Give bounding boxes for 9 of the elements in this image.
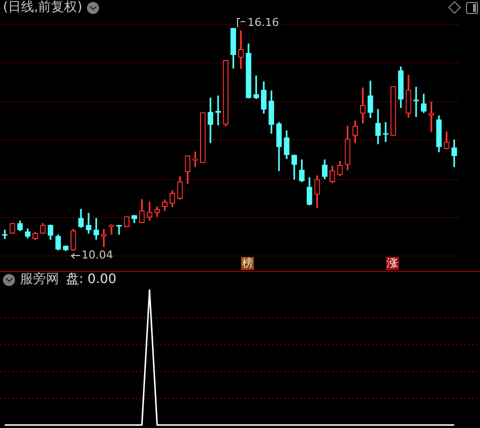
text: 涨: [387, 256, 398, 270]
candlestick: [108, 224, 114, 235]
chart-title: (日线,前复权): [3, 0, 82, 15]
text: 盘: 0.00: [66, 272, 116, 287]
candlestick: [238, 30, 244, 69]
chart-title: 服旁网: [20, 272, 59, 287]
text: 榜: [242, 256, 253, 270]
annotation: 16.16: [248, 16, 279, 30]
annotation: 10.04: [82, 248, 113, 262]
